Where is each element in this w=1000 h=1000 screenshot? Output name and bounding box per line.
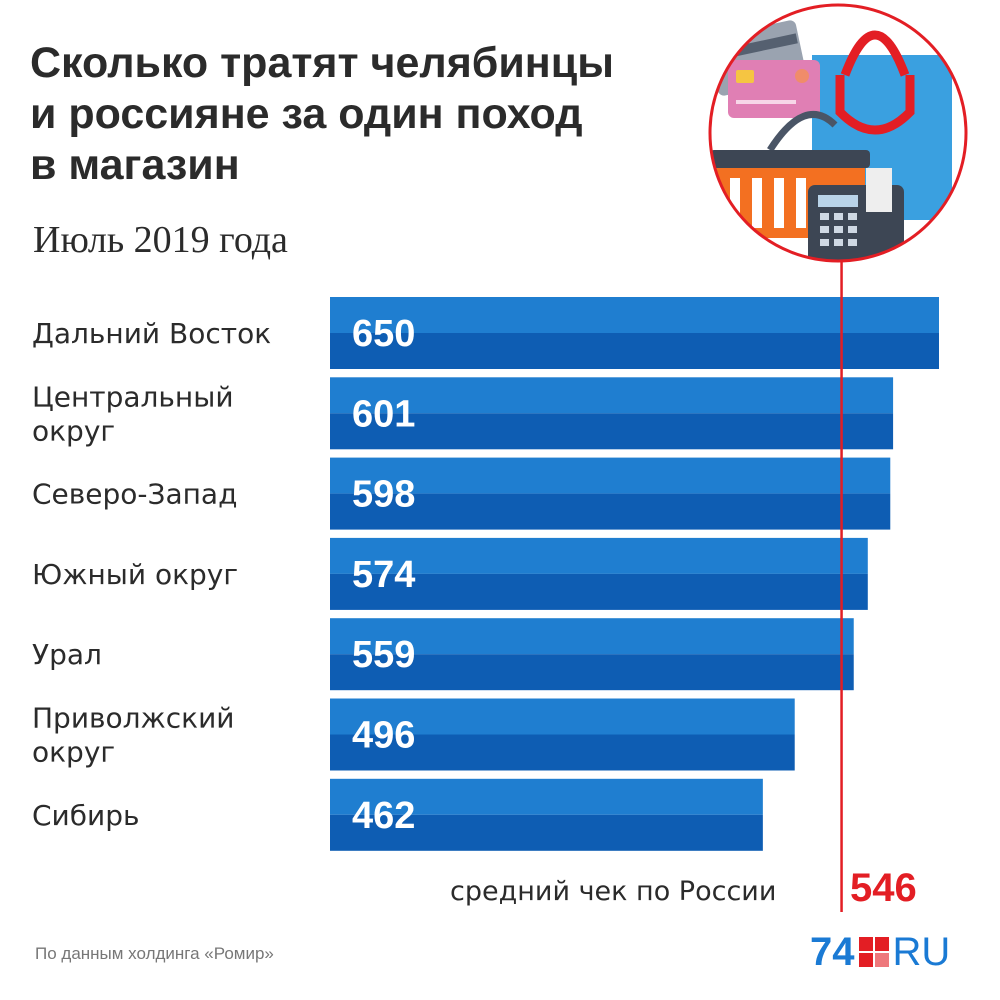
- chart-title: Сколько тратят челябинцы и россияне за о…: [30, 38, 710, 191]
- bar-value-label: 601: [352, 393, 415, 435]
- category-label: Урал: [32, 638, 102, 671]
- bar: [330, 698, 795, 771]
- category-label: Дальний Восток: [32, 317, 271, 350]
- category-label: Приволжский: [32, 702, 234, 735]
- reference-value: 546: [850, 866, 917, 910]
- category-label: Центральный: [32, 380, 234, 413]
- title-line-2: и россияне за один поход: [30, 90, 583, 138]
- category-label: Южный округ: [32, 558, 238, 591]
- title-line-1: Сколько тратят челябинцы: [30, 39, 614, 87]
- bar: [330, 537, 868, 610]
- site-logo: 74 RU: [810, 930, 950, 974]
- bar: [330, 778, 763, 851]
- bar: [330, 297, 939, 369]
- category-label: Сибирь: [32, 799, 140, 832]
- category-label: округ: [32, 414, 115, 447]
- logo-squares-icon: [858, 937, 889, 967]
- bar-value-label: 598: [352, 474, 415, 516]
- bar: [330, 457, 891, 530]
- bar-value-label: 496: [352, 715, 415, 757]
- bar-value-label: 574: [352, 554, 415, 596]
- logo-number: 74: [810, 929, 855, 974]
- reference-label: средний чек по России: [450, 876, 777, 907]
- category-label: округ: [32, 736, 115, 769]
- bar-value-label: 462: [352, 795, 415, 837]
- bar: [330, 618, 854, 691]
- title-line-3: в магазин: [30, 141, 240, 189]
- bar-value-label: 650: [352, 313, 415, 355]
- shopping-illustration-icon: [708, 3, 968, 263]
- category-label: Северо-Запад: [32, 478, 237, 511]
- bar-value-label: 559: [352, 634, 415, 676]
- logo-ru: RU: [892, 929, 951, 974]
- bar: [330, 377, 894, 450]
- source-note: По данным холдинга «Ромир»: [35, 944, 274, 963]
- chart-subtitle: Июль 2019 года: [33, 219, 288, 261]
